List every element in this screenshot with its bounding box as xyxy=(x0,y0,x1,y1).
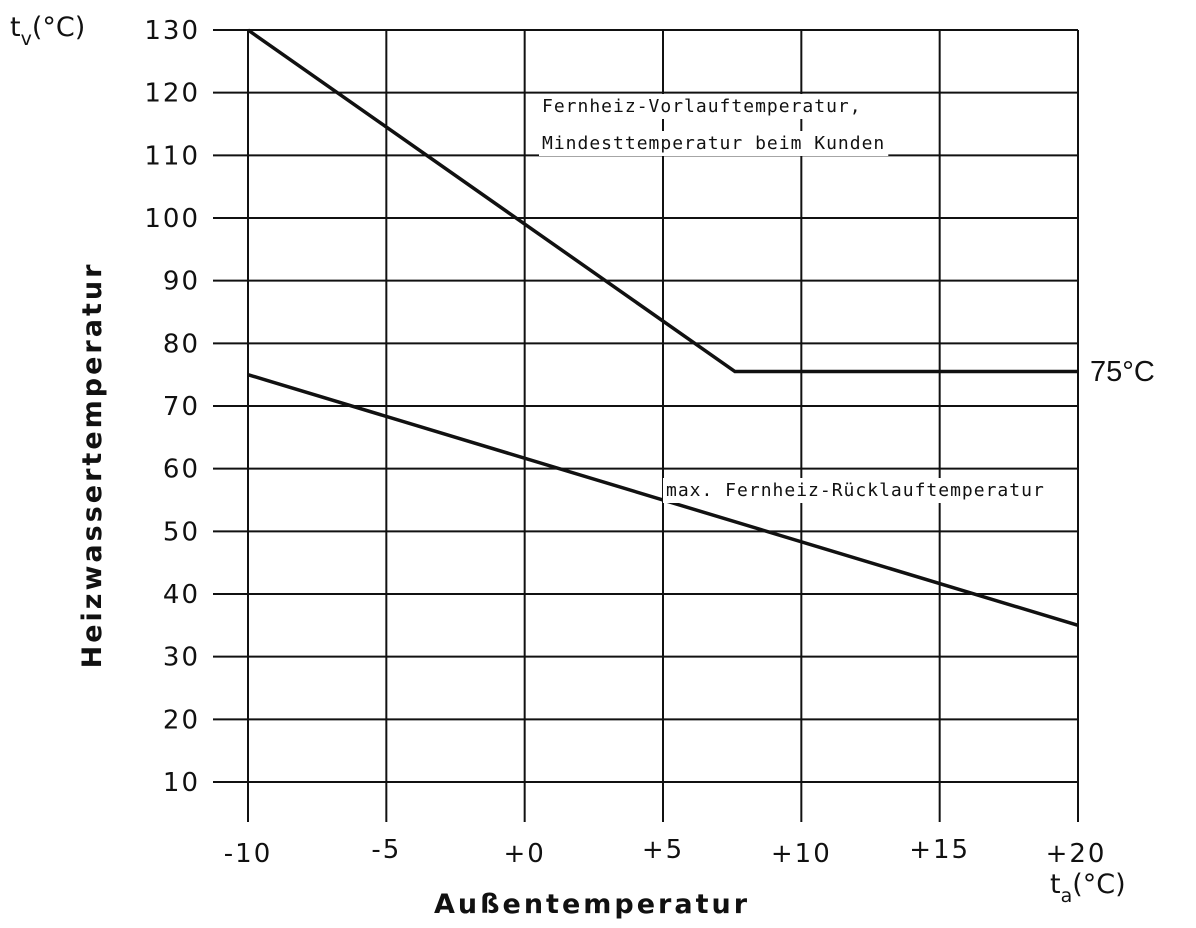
svg-text:ta(°C): ta(°C) xyxy=(1050,869,1126,907)
x-tick-label: +20 xyxy=(1046,839,1107,869)
y-unit-text: (°C) xyxy=(32,12,85,43)
x-unit-label: ta(°C) xyxy=(1050,869,1126,907)
annotation-background xyxy=(539,94,865,119)
y-unit-label: tv(°C) xyxy=(10,12,85,50)
y-tick-label: 70 xyxy=(163,392,200,422)
y-tick-label: 10 xyxy=(163,768,200,798)
y-tick-labels: 10 20 30 40 50 60 70 80 90 100 110 120 130 xyxy=(144,16,200,798)
x-tick-labels: -10 -5 +0 +5 +10 +15 +20 xyxy=(224,835,1107,869)
y-tick-label: 120 xyxy=(144,79,200,109)
x-tick-label: +10 xyxy=(771,839,832,869)
y-unit-subscript: v xyxy=(21,28,32,50)
y-tick-label: 20 xyxy=(163,705,200,735)
x-tick-label: +5 xyxy=(642,835,684,865)
y-tick-label: 90 xyxy=(163,267,200,297)
x-unit-subscript: a xyxy=(1061,885,1073,907)
y-tick-label: 130 xyxy=(144,16,200,46)
annotation-background xyxy=(539,131,889,156)
annotation-background xyxy=(663,478,1048,503)
y-tick-label: 80 xyxy=(163,329,200,359)
x-unit-symbol: t xyxy=(1050,869,1061,900)
y-tick-label: 110 xyxy=(144,141,200,171)
y-axis-title: Heizwassertemperatur xyxy=(77,262,108,669)
x-axis-title: Außentemperatur xyxy=(434,889,750,920)
y-unit-symbol: t xyxy=(10,12,21,43)
y-tick-label: 100 xyxy=(144,204,200,234)
annotations: Fernheiz-Vorlauftemperatur, Mindesttemper… xyxy=(539,94,1048,503)
x-tick-label: +15 xyxy=(909,835,970,865)
x-tick-label: -10 xyxy=(224,839,272,869)
x-unit-text: (°C) xyxy=(1072,869,1125,900)
series-annotation-2: max. Fernheiz-Rücklauftemperatur xyxy=(666,480,1045,501)
y-tick-label: 40 xyxy=(163,580,200,610)
svg-text:tv(°C): tv(°C) xyxy=(10,12,85,50)
series-line-1 xyxy=(246,28,1078,374)
y-tick-label: 60 xyxy=(163,455,200,485)
series-annotation-1: Mindesttemperatur beim Kunden xyxy=(542,133,885,154)
y-tick-label: 30 xyxy=(163,643,200,673)
x-tick-label: +0 xyxy=(504,839,546,869)
end-label-75c: 75°C xyxy=(1090,356,1155,388)
x-tick-label: -5 xyxy=(371,835,401,865)
series-annotation-1: Fernheiz-Vorlauftemperatur, xyxy=(542,96,862,117)
y-tick-label: 50 xyxy=(163,517,200,547)
grid xyxy=(213,29,1079,822)
